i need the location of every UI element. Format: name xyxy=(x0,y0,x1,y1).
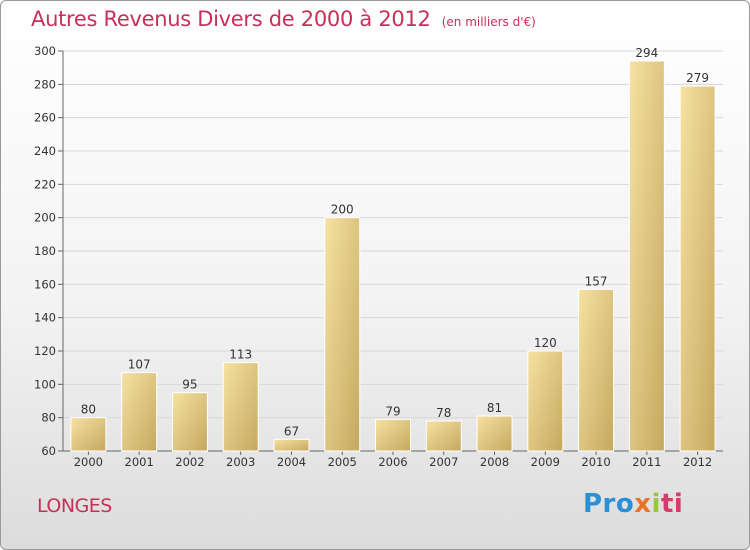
y-tick-label: 240 xyxy=(34,144,56,158)
data-label: 79 xyxy=(385,404,400,418)
axes xyxy=(58,50,723,455)
y-tick-label: 180 xyxy=(34,244,56,258)
bar xyxy=(476,415,513,452)
chart-unit: (en milliers d'€) xyxy=(441,15,536,29)
bars xyxy=(70,60,716,452)
y-tick-label: 160 xyxy=(34,277,56,291)
bar xyxy=(273,438,310,452)
y-tick-label: 260 xyxy=(34,111,56,125)
data-label: 67 xyxy=(284,424,299,438)
y-tick-label: 60 xyxy=(41,444,56,458)
x-tick-label: 2006 xyxy=(378,455,407,469)
x-tick-label: 2002 xyxy=(175,455,204,469)
data-label: 279 xyxy=(686,71,709,85)
chart-title-wrap: Autres Revenus Divers de 2000 à 2012 (en… xyxy=(31,7,536,31)
place-name: LONGES xyxy=(37,495,112,517)
y-tick-label: 100 xyxy=(34,377,56,391)
y-tick-label: 200 xyxy=(34,211,56,225)
logo-part-2: x xyxy=(634,489,652,519)
data-label: 95 xyxy=(182,378,197,392)
bar xyxy=(171,392,208,452)
bar xyxy=(324,217,361,452)
x-tick-label: 2003 xyxy=(226,455,255,469)
x-tick-label: 2010 xyxy=(581,455,610,469)
x-tick-label: 2004 xyxy=(277,455,306,469)
bar xyxy=(527,350,564,452)
data-label: 200 xyxy=(331,203,354,217)
y-tick-label: 280 xyxy=(34,77,56,91)
y-tick-label: 220 xyxy=(34,177,56,191)
logo-part-1: Pro xyxy=(583,489,635,519)
bar xyxy=(628,60,665,452)
x-tick-label: 2001 xyxy=(125,455,154,469)
bar xyxy=(121,372,158,452)
x-tick-label: 2009 xyxy=(531,455,560,469)
y-tick-label: 80 xyxy=(41,411,56,425)
y-tick-label: 300 xyxy=(34,44,56,58)
bar xyxy=(578,288,615,452)
y-tick-label: 120 xyxy=(34,344,56,358)
data-label: 157 xyxy=(585,274,608,288)
logo-part-4: ti xyxy=(660,489,684,519)
bar xyxy=(679,85,716,452)
data-label: 294 xyxy=(635,46,658,60)
bar xyxy=(70,417,107,452)
bar xyxy=(222,362,259,452)
x-tick-label: 2008 xyxy=(480,455,509,469)
grid-lines xyxy=(63,50,723,452)
x-tick-label: 2012 xyxy=(683,455,712,469)
labels: 60 80 100 120 140 160 180 200 220 240 260 280 300 200… xyxy=(34,44,712,469)
data-label: 80 xyxy=(81,403,96,417)
data-label: 120 xyxy=(534,336,557,350)
x-tick-label: 2005 xyxy=(328,455,357,469)
x-tick-label: 2007 xyxy=(429,455,458,469)
data-label: 78 xyxy=(436,406,451,420)
data-label: 81 xyxy=(487,401,502,415)
chart-title: Autres Revenus Divers de 2000 à 2012 xyxy=(31,7,431,31)
data-label: 107 xyxy=(128,358,151,372)
bar xyxy=(375,418,411,452)
bar xyxy=(425,420,462,452)
logo-part-3: i xyxy=(651,489,661,519)
data-label: 113 xyxy=(229,348,252,362)
y-tick-label: 140 xyxy=(34,311,56,325)
proxiti-logo: Proxiti xyxy=(583,489,683,519)
x-tick-label: 2000 xyxy=(74,455,103,469)
x-tick-label: 2011 xyxy=(632,455,661,469)
